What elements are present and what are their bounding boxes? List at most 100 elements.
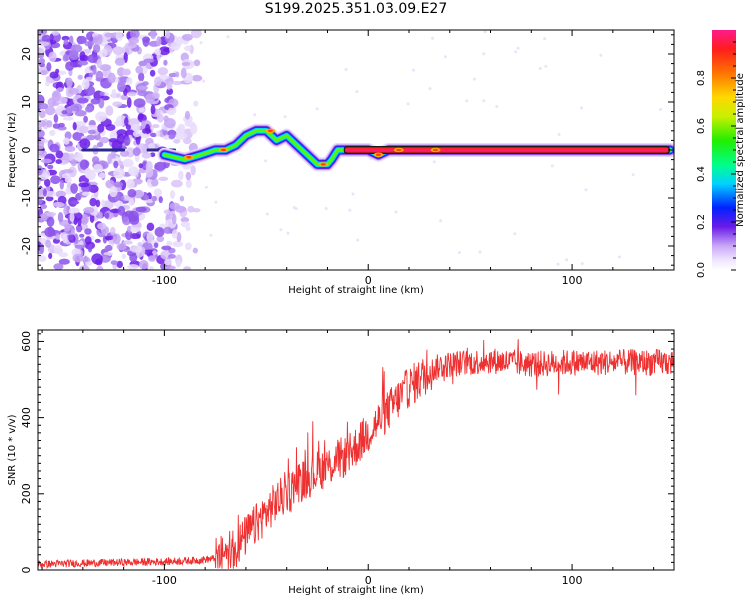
noise-blob xyxy=(63,227,71,232)
noise-blob xyxy=(87,243,93,253)
noise-blob xyxy=(122,68,131,76)
x-tick-label: 100 xyxy=(562,274,583,287)
noise-blob xyxy=(55,233,60,240)
noise-blob xyxy=(112,101,123,107)
noise-blob xyxy=(101,199,106,207)
noise-blob xyxy=(79,233,85,238)
noise-blob xyxy=(96,265,104,270)
noise-blob xyxy=(154,48,162,56)
noise-dot xyxy=(556,262,560,266)
noise-blob xyxy=(137,113,144,120)
noise-blob xyxy=(58,252,69,258)
noise-blob xyxy=(150,104,156,115)
x-tick-label: -100 xyxy=(152,274,177,287)
noise-blob xyxy=(166,87,174,96)
noise-blob xyxy=(110,260,118,265)
noise-blob xyxy=(88,72,94,78)
noise-blob xyxy=(122,240,133,245)
noise-dot xyxy=(457,251,461,255)
noise-blob xyxy=(62,169,74,174)
noise-blob xyxy=(184,45,192,52)
noise-blob xyxy=(97,211,103,219)
colorbar-tick-label: 0.6 xyxy=(696,118,707,134)
tone-peak xyxy=(345,148,668,152)
snr-y-ticks: 0 200 400 600 xyxy=(20,331,674,574)
noise-blob xyxy=(116,243,127,251)
noise-blob xyxy=(83,206,95,214)
x-tick-label: 100 xyxy=(562,574,583,587)
noise-blob xyxy=(171,240,184,248)
noise-blob xyxy=(117,81,126,93)
noise-blob xyxy=(47,97,56,108)
noise-dot xyxy=(348,208,352,212)
noise-blob xyxy=(99,64,112,71)
noise-blob xyxy=(181,61,191,66)
noise-blob xyxy=(104,245,113,252)
noise-blob xyxy=(96,141,104,148)
noise-blob xyxy=(62,233,68,244)
noise-blob xyxy=(53,114,59,123)
noise-blob xyxy=(128,198,135,206)
noise-blob xyxy=(117,205,126,216)
noise-blob xyxy=(59,179,65,190)
noise-blob xyxy=(151,195,158,202)
noise-blob xyxy=(66,77,73,88)
noise-dot xyxy=(516,46,520,50)
noise-blob xyxy=(91,253,103,265)
noise-dot xyxy=(286,231,290,235)
ridge-hotspot-core xyxy=(186,156,192,159)
noise-blob xyxy=(52,201,65,208)
noise-dot xyxy=(412,68,416,72)
noise-blob xyxy=(158,196,163,204)
noise-blob xyxy=(131,123,141,132)
noise-blob xyxy=(97,222,107,230)
noise-dot xyxy=(431,36,435,40)
noise-blob xyxy=(179,195,185,202)
noise-blob xyxy=(129,233,141,240)
noise-blob xyxy=(161,245,172,251)
colorbar: 0.0 0.2 0.4 0.6 0.8 Normalized spectral ampl… xyxy=(696,30,746,278)
noise-blob xyxy=(172,80,183,86)
noise-blob xyxy=(154,161,166,171)
noise-blob xyxy=(86,134,96,141)
noise-blob xyxy=(94,238,101,243)
noise-blob xyxy=(128,37,140,45)
noise-blob xyxy=(62,54,69,62)
noise-blob xyxy=(74,121,86,127)
noise-blob xyxy=(114,57,126,66)
noise-blob xyxy=(57,211,64,223)
noise-blob xyxy=(184,110,191,120)
noise-dot xyxy=(550,164,554,168)
noise-blob xyxy=(112,233,121,245)
spectrogram-y-axis-title: Frequency (Hz) xyxy=(7,112,18,188)
noise-blob xyxy=(125,229,133,241)
noise-blob xyxy=(159,46,171,56)
noise-blob xyxy=(62,116,74,121)
noise-dot xyxy=(584,188,588,192)
noise-blob xyxy=(58,258,70,265)
snr-y-axis-title: SNR (10 * v/v) xyxy=(7,414,18,485)
noise-blob xyxy=(84,236,92,245)
noise-blob xyxy=(65,107,73,117)
noise-dot xyxy=(265,212,269,216)
noise-blob xyxy=(145,123,151,135)
noise-dot xyxy=(315,107,319,111)
noise-blob xyxy=(170,179,183,188)
noise-blob xyxy=(66,234,74,241)
noise-blob xyxy=(93,43,101,53)
noise-blob xyxy=(143,58,155,63)
noise-blob xyxy=(104,236,114,241)
noise-blob xyxy=(68,87,79,95)
noise-blob xyxy=(154,227,165,238)
noise-blob xyxy=(153,242,159,248)
noise-dot xyxy=(279,228,283,232)
figure-title: S199.2025.351.03.09.E27 xyxy=(264,1,448,17)
noise-blob xyxy=(44,105,56,116)
noise-blob xyxy=(38,198,43,205)
noise-blob xyxy=(78,182,90,188)
noise-blob xyxy=(57,70,67,75)
noise-blob xyxy=(155,130,161,137)
noise-blob xyxy=(142,36,151,43)
